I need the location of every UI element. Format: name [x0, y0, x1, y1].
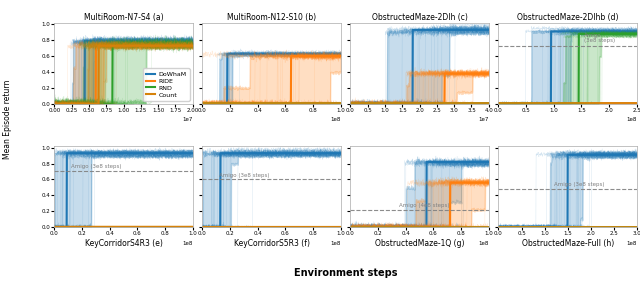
Text: Environment steps: Environment steps	[294, 268, 397, 278]
Title: ObstructedMaze-2Dlh (c): ObstructedMaze-2Dlh (c)	[372, 13, 468, 22]
X-axis label: ObstructedMaze-Full (h): ObstructedMaze-Full (h)	[522, 239, 614, 248]
X-axis label: KeyCorridorS5R3 (f): KeyCorridorS5R3 (f)	[234, 239, 310, 248]
Text: Amigo (3e8 steps): Amigo (3e8 steps)	[219, 173, 269, 178]
Text: Mean Episode return: Mean Episode return	[3, 80, 12, 159]
X-axis label: ObstructedMaze-1Q (g): ObstructedMaze-1Q (g)	[375, 239, 465, 248]
Title: ObstructedMaze-2Dlhb (d): ObstructedMaze-2Dlhb (d)	[517, 13, 618, 22]
Title: MultiRoom-N7-S4 (a): MultiRoom-N7-S4 (a)	[84, 13, 163, 22]
Text: Amigo (3e8 steps): Amigo (3e8 steps)	[71, 164, 122, 169]
Text: Amigo (3e8 steps): Amigo (3e8 steps)	[554, 182, 604, 187]
Text: Amigo
(3e8 steps): Amigo (3e8 steps)	[584, 33, 615, 43]
Text: Amigo (4e8 steps): Amigo (4e8 steps)	[399, 203, 449, 208]
Title: MultiRoom-N12-S10 (b): MultiRoom-N12-S10 (b)	[227, 13, 316, 22]
X-axis label: KeyCorridorS4R3 (e): KeyCorridorS4R3 (e)	[84, 239, 163, 248]
Legend: DoWhaM, RIDE, RND, Count: DoWhaM, RIDE, RND, Count	[143, 68, 189, 101]
